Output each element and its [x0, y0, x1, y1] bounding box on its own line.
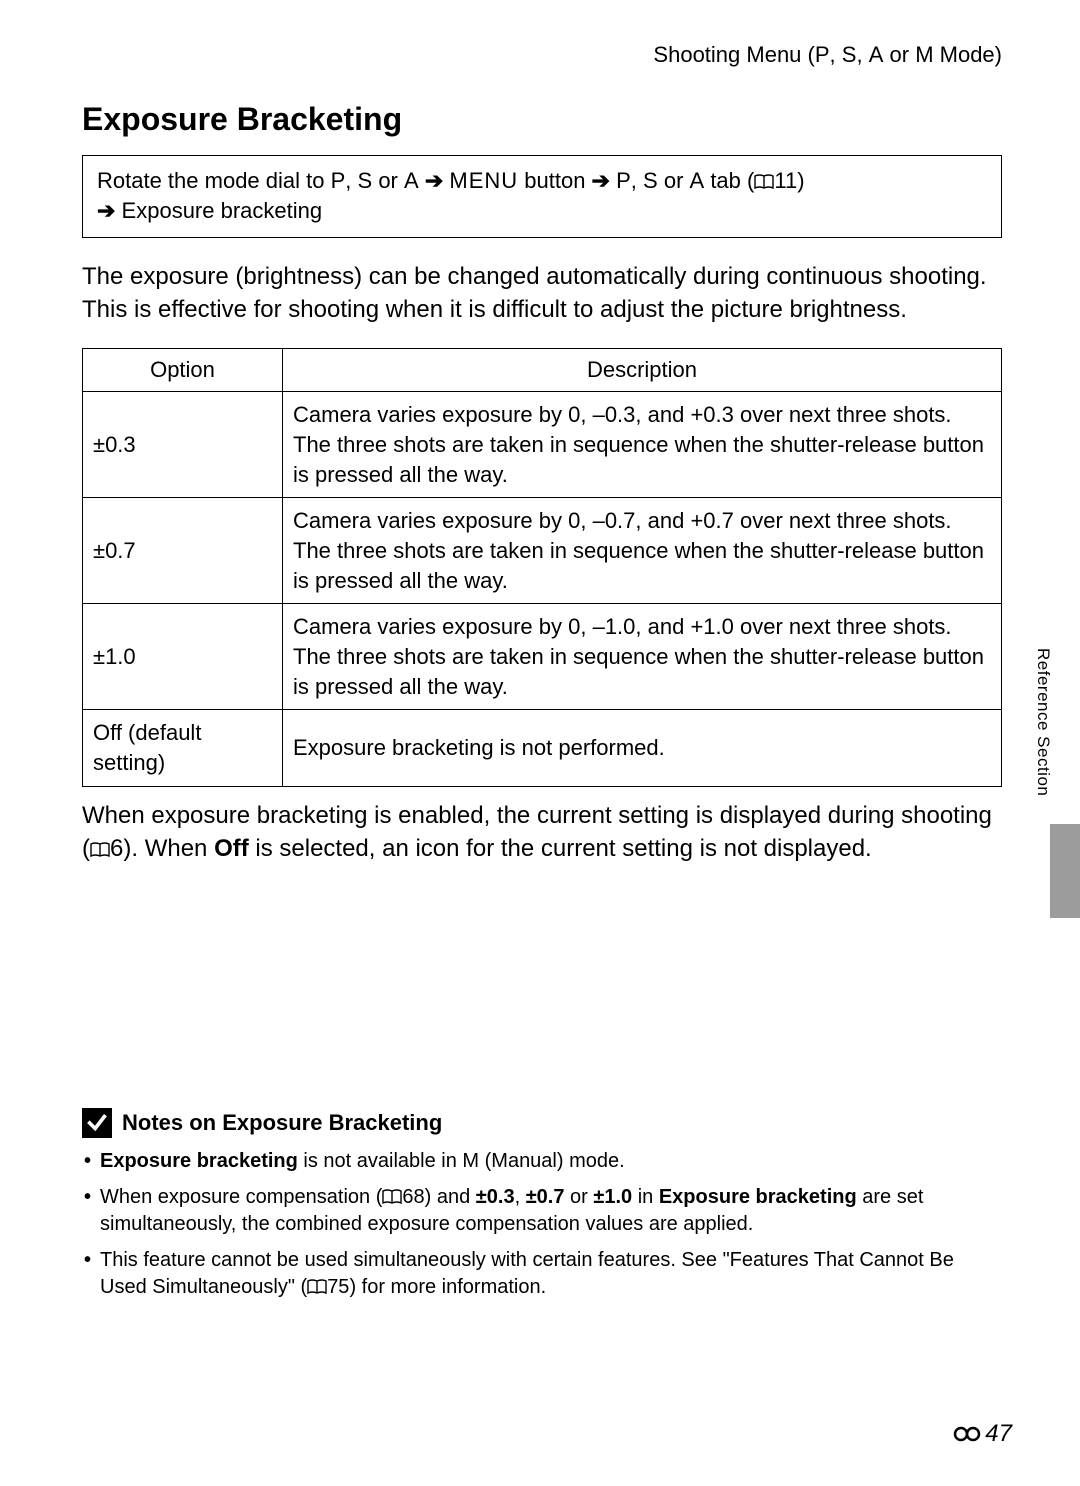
desc-cell: Camera varies exposure by 0, –1.0, and +… [283, 604, 1002, 710]
note-text: (Manual) mode. [479, 1150, 625, 1172]
navigation-box: Rotate the mode dial to P, S or A ➔ MENU… [82, 155, 1002, 238]
mode-m: M [462, 1150, 479, 1172]
note-text: ) and [425, 1186, 476, 1208]
desc-cell: Camera varies exposure by 0, –0.3, and +… [283, 392, 1002, 498]
table-header-row: Option Description [83, 349, 1002, 392]
arrow-icon: ➔ [592, 168, 610, 193]
side-tab-indicator [1050, 824, 1080, 918]
note-text: in [632, 1186, 659, 1208]
after-p3: is selected, an icon for the current set… [249, 835, 872, 862]
note-bold: Exposure bracketing [659, 1186, 857, 1208]
page-number-value: 47 [985, 1418, 1012, 1450]
mode-s: S [842, 42, 857, 67]
nav-prefix: Rotate the mode dial to [97, 168, 331, 193]
note-ref: 75 [327, 1276, 349, 1298]
table-row: ±1.0 Camera varies exposure by 0, –1.0, … [83, 604, 1002, 710]
book-icon [307, 1276, 327, 1292]
table-row: ±0.3 Camera varies exposure by 0, –0.3, … [83, 392, 1002, 498]
note-item: Exposure bracketing is not available in … [82, 1148, 1002, 1176]
note-item: When exposure compensation ( 68) and ±0.3… [82, 1184, 1002, 1239]
after-ref: 6 [110, 835, 123, 862]
tab-word: tab ( [704, 168, 754, 193]
button-word: button [518, 168, 591, 193]
off-word: Off [214, 835, 249, 862]
notes-title: Notes on Exposure Bracketing [122, 1108, 442, 1138]
arrow-icon: ➔ [425, 168, 443, 193]
page-number: 47 [953, 1418, 1012, 1450]
note-text: is not available in [298, 1150, 463, 1172]
intro-paragraph: The exposure (brightness) can be changed… [82, 260, 1002, 326]
note-bold: ±0.7 [526, 1186, 565, 1208]
header-suffix: Mode) [934, 42, 1002, 67]
note-text: ) for more information. [349, 1276, 546, 1298]
option-cell: ±0.3 [83, 392, 283, 498]
desc-cell: Exposure bracketing is not performed. [283, 710, 1002, 786]
note-bold: ±0.3 [476, 1186, 515, 1208]
table-row: Off (default setting) Exposure bracketin… [83, 710, 1002, 786]
section-header: Shooting Menu (P, S, A or M Mode) [82, 40, 1002, 70]
mode-p: P [815, 42, 830, 67]
check-badge-icon [82, 1108, 112, 1138]
notes-heading: Notes on Exposure Bracketing [82, 1108, 1002, 1138]
nav-mode-a: A [404, 168, 419, 193]
note-text: When exposure compensation ( [100, 1186, 382, 1208]
col-header-option: Option [83, 349, 283, 392]
note-bold: Exposure bracketing [100, 1150, 298, 1172]
book-icon [382, 1186, 402, 1202]
nav-mode-s2: S [643, 168, 658, 193]
note-bold: ±1.0 [593, 1186, 632, 1208]
nav-ref: 11 [774, 168, 797, 193]
note-item: This feature cannot be used simultaneous… [82, 1247, 1002, 1302]
nav-mode-p: P [331, 168, 346, 193]
after-p2: ). When [123, 835, 214, 862]
nav-line2: Exposure bracketing [115, 198, 322, 223]
note-text: , [515, 1186, 526, 1208]
header-prefix: Shooting Menu ( [653, 42, 814, 67]
nav-mode-a2: A [690, 168, 705, 193]
arrow-icon: ➔ [97, 198, 115, 223]
note-ref: 68 [402, 1186, 424, 1208]
option-cell: ±1.0 [83, 604, 283, 710]
option-cell: ±0.7 [83, 498, 283, 604]
nav-mode-p2: P [616, 168, 631, 193]
book-icon [754, 168, 774, 184]
notes-list: Exposure bracketing is not available in … [82, 1148, 1002, 1302]
side-section-label: Reference Section [1031, 648, 1054, 796]
after-table-paragraph: When exposure bracketing is enabled, the… [82, 799, 1002, 865]
menu-label: MENU [449, 168, 518, 193]
desc-cell: Camera varies exposure by 0, –0.7, and +… [283, 498, 1002, 604]
nav-mode-s: S [358, 168, 373, 193]
mode-m: M [915, 42, 933, 67]
notes-block: Notes on Exposure Bracketing Exposure br… [82, 1108, 1002, 1310]
note-text: or [564, 1186, 593, 1208]
reference-link-icon [953, 1424, 981, 1444]
page-title: Exposure Bracketing [82, 98, 1002, 141]
options-table: Option Description ±0.3 Camera varies ex… [82, 348, 1002, 786]
book-icon [90, 834, 110, 850]
table-row: ±0.7 Camera varies exposure by 0, –0.7, … [83, 498, 1002, 604]
mode-a: A [869, 42, 884, 67]
col-header-description: Description [283, 349, 1002, 392]
option-cell: Off (default setting) [83, 710, 283, 786]
